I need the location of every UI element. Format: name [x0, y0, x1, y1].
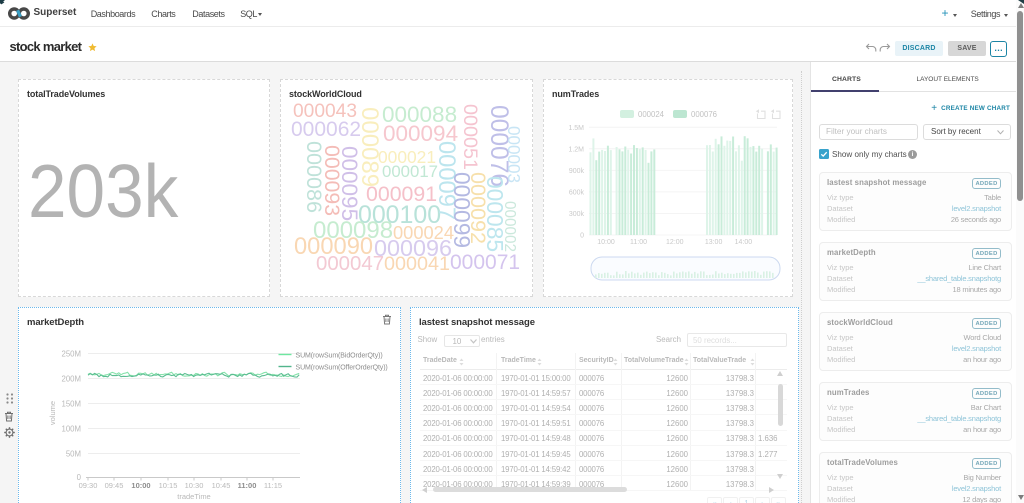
svg-text:1.2M: 1.2M	[568, 146, 584, 153]
svg-text:250M: 250M	[61, 349, 81, 358]
svg-text:11:15: 11:15	[264, 481, 282, 490]
svg-text:100M: 100M	[61, 424, 81, 433]
svg-text:09:30: 09:30	[79, 481, 98, 490]
svg-text:10:30: 10:30	[185, 481, 204, 490]
svg-text:SUM(rowSum(BidOrderQty)): SUM(rowSum(BidOrderQty))	[296, 352, 383, 359]
svg-text:volume: volume	[48, 401, 57, 425]
svg-text:150M: 150M	[61, 399, 81, 408]
svg-text:13:00: 13:00	[705, 239, 723, 246]
svg-text:11:00: 11:00	[238, 481, 257, 490]
svg-text:000076: 000076	[691, 110, 717, 119]
svg-text:200M: 200M	[61, 374, 81, 383]
svg-text:SUM(rowSum(OfferOrderQty)): SUM(rowSum(OfferOrderQty))	[296, 364, 388, 371]
svg-text:600k: 600k	[569, 189, 585, 196]
svg-text:000024: 000024	[638, 110, 665, 119]
svg-text:1.5M: 1.5M	[568, 125, 584, 132]
svg-text:14:00: 14:00	[735, 239, 753, 246]
svg-text:300k: 300k	[569, 211, 585, 218]
svg-text:09:45: 09:45	[105, 481, 124, 490]
svg-text:0: 0	[77, 473, 82, 482]
svg-text:900k: 900k	[569, 168, 585, 175]
svg-text:10:15: 10:15	[159, 481, 178, 490]
svg-text:tradeTime: tradeTime	[177, 492, 210, 501]
svg-text:10:00: 10:00	[597, 239, 615, 246]
svg-text:11:00: 11:00	[630, 239, 647, 246]
svg-text:10:45: 10:45	[212, 481, 231, 490]
svg-text:10:00: 10:00	[131, 481, 150, 490]
svg-text:0: 0	[580, 233, 584, 240]
svg-text:12:00: 12:00	[666, 239, 684, 246]
svg-text:50M: 50M	[66, 449, 81, 458]
